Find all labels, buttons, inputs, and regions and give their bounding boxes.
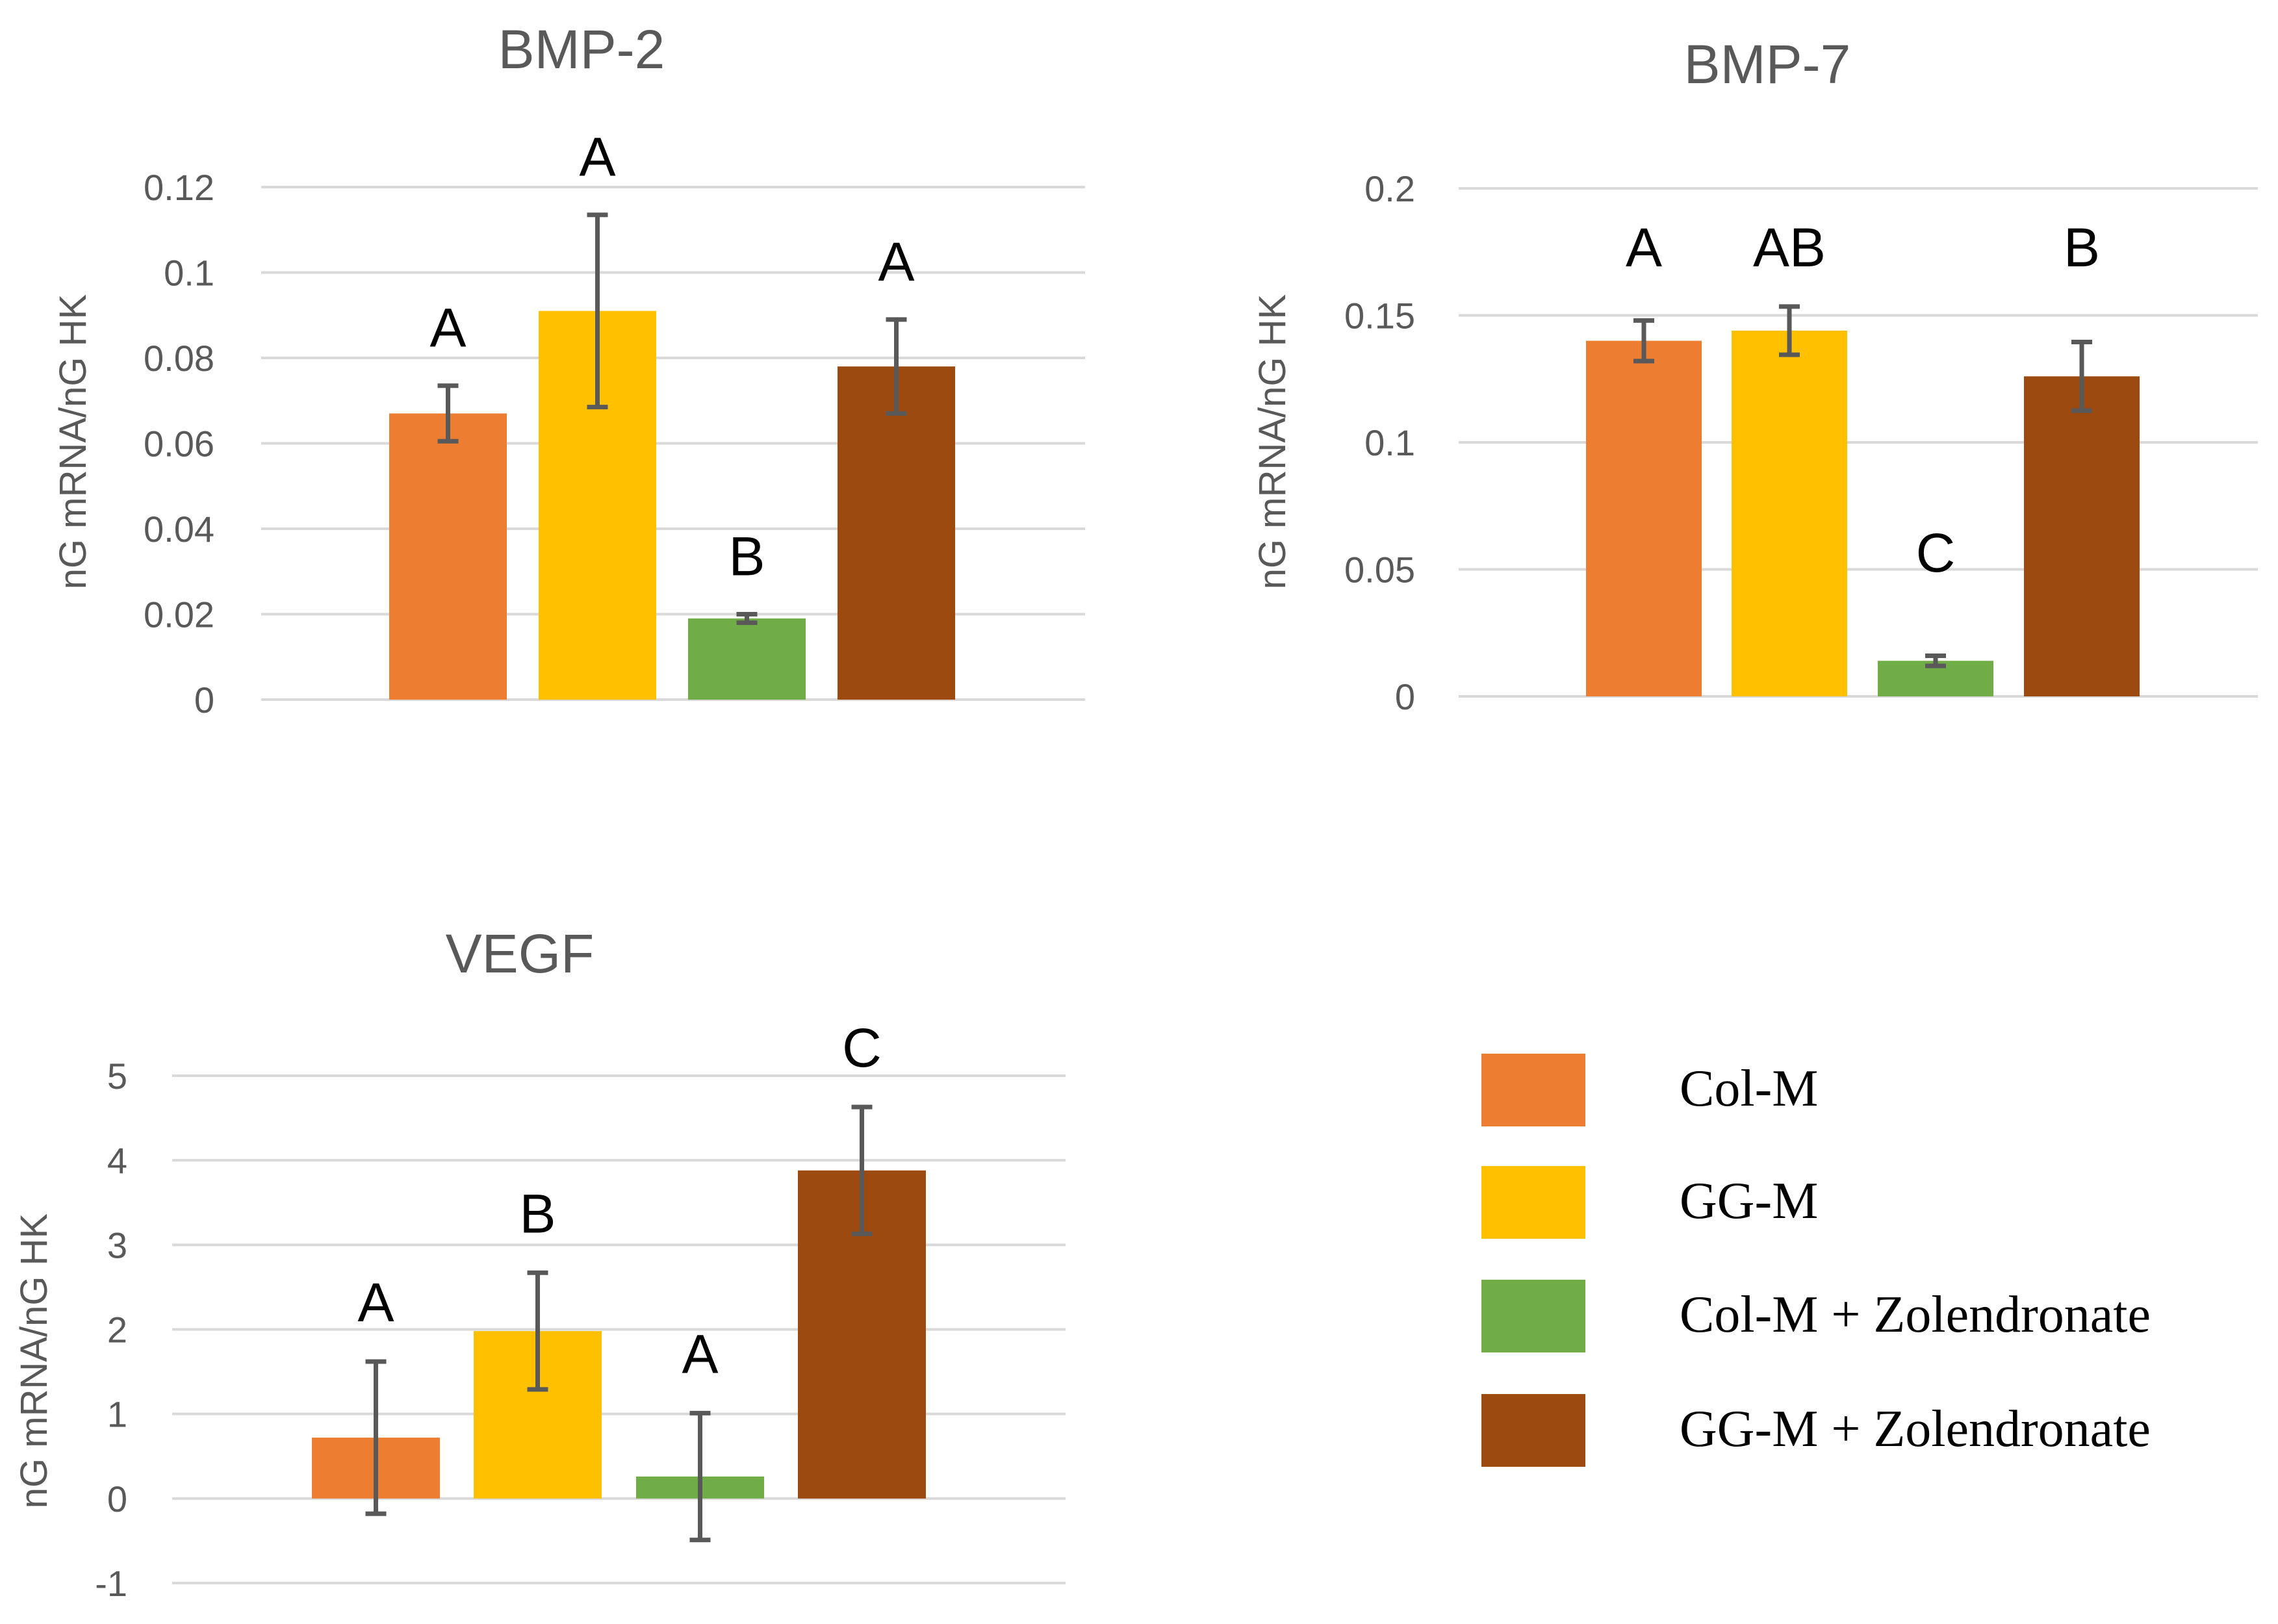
legend-swatch bbox=[1481, 1280, 1585, 1352]
error-bar-bmp-2-3 bbox=[886, 317, 907, 416]
y-axis-label-bmp-7: nG mRNA/nG HK bbox=[1251, 294, 1294, 589]
y-tick-label-bmp-2-4: 0.08 bbox=[144, 338, 214, 379]
charts-group: BMP-2 nG mRNA/nG HK 0 0.02 0.04 0.06 0.08 0.1 0.… bbox=[13, 19, 2258, 1604]
error-bar-vegf-2 bbox=[689, 1410, 711, 1543]
significance-letter-bmp-7-1: AB bbox=[1753, 217, 1826, 278]
y-tick-label-vegf-3: 2 bbox=[107, 1310, 127, 1351]
y-tick-label-vegf-4: 3 bbox=[107, 1224, 127, 1265]
error-bar-bmp-2-2 bbox=[736, 612, 758, 626]
bar-bmp-2-col-m-zolendronate bbox=[688, 618, 806, 700]
chart-vegf: VEGF nG mRNA/nG HK -1 0 1 2 3 4 5 A B A C bbox=[13, 923, 1066, 1604]
significance-letter-bmp-2-2: B bbox=[728, 526, 765, 587]
legend-swatch bbox=[1481, 1054, 1585, 1126]
chart-bmp-2: BMP-2 nG mRNA/nG HK 0 0.02 0.04 0.06 0.08 0.1 0.… bbox=[52, 19, 1085, 720]
significance-letter-vegf-1: B bbox=[519, 1183, 556, 1244]
legend-item-gg-m-zolendronate: GG-M + Zolendronate bbox=[1481, 1394, 2151, 1467]
bar-bmp-2-col-m bbox=[389, 413, 507, 700]
y-tick-label-vegf-5: 4 bbox=[107, 1140, 127, 1181]
y-axis-label-vegf: nG mRNA/nG HK bbox=[13, 1213, 55, 1508]
y-tick-label-bmp-2-0: 0 bbox=[194, 679, 214, 720]
significance-letter-vegf-2: A bbox=[682, 1323, 718, 1384]
y-tick-label-bmp-2-5: 0.1 bbox=[164, 253, 214, 294]
y-tick-label-bmp-7-3: 0.15 bbox=[1344, 296, 1415, 336]
y-tick-label-bmp-2-6: 0.12 bbox=[144, 167, 214, 208]
chart-title-bmp-2: BMP-2 bbox=[498, 19, 665, 80]
y-tick-label-vegf-2: 1 bbox=[107, 1394, 127, 1435]
legend: Col-M GG-M Col-M + Zolendronate GG-M + Zole… bbox=[1481, 1054, 2151, 1467]
y-axis-label-bmp-2: nG mRNA/nG HK bbox=[52, 294, 94, 589]
y-tick-label-bmp-2-1: 0.02 bbox=[144, 594, 214, 635]
legend-item-col-m: Col-M bbox=[1481, 1054, 1818, 1126]
legend-label: GG-M + Zolendronate bbox=[1680, 1401, 2151, 1458]
y-tick-label-vegf-0: -1 bbox=[95, 1563, 127, 1604]
significance-letter-bmp-7-2: C bbox=[1916, 522, 1956, 583]
y-tick-label-bmp-7-4: 0.2 bbox=[1364, 168, 1415, 209]
significance-letter-bmp-2-0: A bbox=[429, 298, 466, 359]
significance-letter-bmp-7-0: A bbox=[1626, 217, 1662, 278]
significance-letter-vegf-3: C bbox=[842, 1017, 882, 1078]
significance-letter-bmp-2-3: A bbox=[878, 231, 914, 292]
y-tick-label-bmp-2-2: 0.04 bbox=[144, 509, 214, 550]
y-tick-label-bmp-7-1: 0.05 bbox=[1344, 550, 1415, 590]
significance-letter-vegf-0: A bbox=[357, 1272, 394, 1333]
error-bar-bmp-7-3 bbox=[2071, 340, 2092, 413]
y-tick-label-vegf-1: 0 bbox=[107, 1478, 127, 1519]
error-bar-vegf-0 bbox=[365, 1359, 387, 1516]
error-bar-bmp-7-0 bbox=[1633, 318, 1654, 364]
chart-title-vegf: VEGF bbox=[446, 923, 595, 984]
bar-bmp-7-gg-m bbox=[1732, 330, 1847, 697]
bar-bmp-7-col-m bbox=[1586, 340, 1702, 696]
legend-label: GG-M bbox=[1680, 1173, 1818, 1230]
y-tick-label-bmp-7-2: 0.1 bbox=[1364, 422, 1415, 463]
chart-bmp-7: BMP-7 nG mRNA/nG HK 0 0.05 0.1 0.15 0.2 A AB C B bbox=[1251, 34, 2258, 717]
error-bar-bmp-7-1 bbox=[1779, 304, 1800, 357]
legend-label: Col-M bbox=[1680, 1060, 1818, 1117]
error-bar-vegf-1 bbox=[527, 1270, 548, 1392]
bar-bmp-2-gg-m-zolendronate bbox=[838, 366, 955, 700]
error-bar-bmp-2-1 bbox=[587, 212, 608, 410]
significance-letter-bmp-7-3: B bbox=[2064, 217, 2100, 278]
y-tick-label-bmp-2-3: 0.06 bbox=[144, 424, 214, 464]
error-bar-vegf-3 bbox=[851, 1104, 873, 1236]
bar-bmp-7-gg-m-zolendronate bbox=[2024, 376, 2140, 696]
significance-letter-bmp-2-1: A bbox=[579, 127, 615, 188]
legend-item-col-m-zolendronate: Col-M + Zolendronate bbox=[1481, 1280, 2151, 1352]
error-bar-bmp-2-0 bbox=[437, 383, 459, 444]
legend-label: Col-M + Zolendronate bbox=[1680, 1286, 2151, 1343]
legend-swatch bbox=[1481, 1166, 1585, 1239]
chart-title-bmp-7: BMP-7 bbox=[1684, 34, 1851, 95]
legend-item-gg-m: GG-M bbox=[1481, 1166, 1818, 1239]
y-tick-label-bmp-7-0: 0 bbox=[1395, 676, 1415, 717]
legend-swatch bbox=[1481, 1394, 1585, 1467]
error-bar-bmp-7-2 bbox=[1925, 653, 1946, 668]
y-tick-label-vegf-6: 5 bbox=[107, 1056, 127, 1097]
